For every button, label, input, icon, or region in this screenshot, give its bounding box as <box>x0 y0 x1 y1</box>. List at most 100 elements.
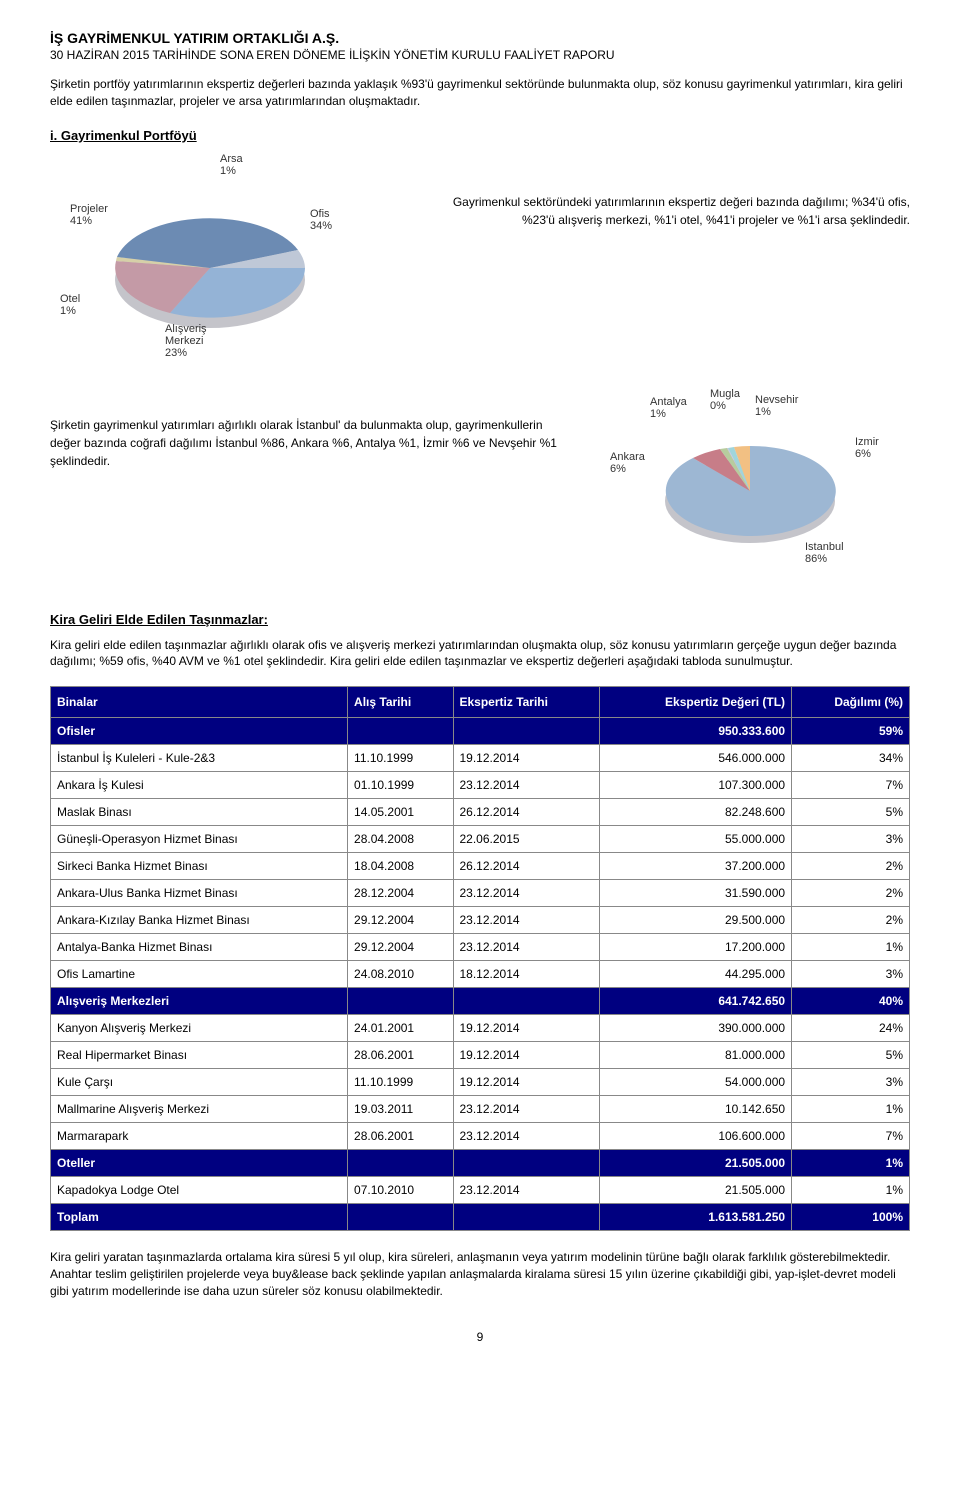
table-cell: 55.000.000 <box>600 826 792 853</box>
col-alis-tarihi: Alış Tarihi <box>348 687 453 718</box>
table-row: Ofis Lamartine24.08.201018.12.201444.295… <box>51 961 910 988</box>
table-cell: Sirkeci Banka Hizmet Binası <box>51 853 348 880</box>
table-cell: 106.600.000 <box>600 1123 792 1150</box>
table-cell: 107.300.000 <box>600 772 792 799</box>
col-ekspertiz-degeri: Ekspertiz Değeri (TL) <box>600 687 792 718</box>
table-cell: 22.06.2015 <box>453 826 600 853</box>
table-cell: 01.10.1999 <box>348 772 453 799</box>
table-cell: Ofis Lamartine <box>51 961 348 988</box>
table-cell: 21.505.000 <box>600 1177 792 1204</box>
table-row: Ankara-Kızılay Banka Hizmet Binası29.12.… <box>51 907 910 934</box>
table-row: Kapadokya Lodge Otel07.10.201023.12.2014… <box>51 1177 910 1204</box>
table-cell: 2% <box>792 907 910 934</box>
table-cell: 546.000.000 <box>600 745 792 772</box>
table-cell: 44.295.000 <box>600 961 792 988</box>
kira-text: Kira geliri elde edilen taşınmazlar ağır… <box>50 637 910 671</box>
col-dagilimi: Dağılımı (%) <box>792 687 910 718</box>
pie1-label-arsa: Arsa1% <box>220 153 243 177</box>
table-cell: 24.01.2001 <box>348 1015 453 1042</box>
table-cell: 81.000.000 <box>600 1042 792 1069</box>
footer-paragraph: Kira geliri yaratan taşınmazlarda ortala… <box>50 1249 910 1299</box>
table-cell: 34% <box>792 745 910 772</box>
table-cell: 23.12.2014 <box>453 1177 600 1204</box>
table-row: Sirkeci Banka Hizmet Binası18.04.200826.… <box>51 853 910 880</box>
table-row: Ofisler950.333.60059% <box>51 718 910 745</box>
table-cell: 29.500.000 <box>600 907 792 934</box>
pie2-label-ankara: Ankara6% <box>610 451 645 475</box>
table-cell: 82.248.600 <box>600 799 792 826</box>
table-cell: Mallmarine Alışveriş Merkezi <box>51 1096 348 1123</box>
table-cell: 100% <box>792 1204 910 1231</box>
table-cell: 19.03.2011 <box>348 1096 453 1123</box>
table-cell: 1% <box>792 1150 910 1177</box>
table-cell: Ofisler <box>51 718 348 745</box>
table-cell: 37.200.000 <box>600 853 792 880</box>
table-cell: 23.12.2014 <box>453 880 600 907</box>
table-cell <box>348 988 453 1015</box>
table-cell: Antalya-Banka Hizmet Binası <box>51 934 348 961</box>
table-cell: Toplam <box>51 1204 348 1231</box>
table-header-row: Binalar Alış Tarihi Ekspertiz Tarihi Eks… <box>51 687 910 718</box>
table-cell: 2% <box>792 880 910 907</box>
table-cell: 23.12.2014 <box>453 1123 600 1150</box>
table-cell: 3% <box>792 1069 910 1096</box>
table-cell: 28.04.2008 <box>348 826 453 853</box>
table-cell: 40% <box>792 988 910 1015</box>
pie1-label-projeler: Projeler41% <box>70 203 108 227</box>
table-cell <box>453 718 600 745</box>
table-cell: 11.10.1999 <box>348 745 453 772</box>
table-cell: 23.12.2014 <box>453 1096 600 1123</box>
table-cell: 23.12.2014 <box>453 907 600 934</box>
table-row: Mallmarine Alışveriş Merkezi19.03.201123… <box>51 1096 910 1123</box>
table-row: Real Hipermarket Binası28.06.200119.12.2… <box>51 1042 910 1069</box>
table-cell: 19.12.2014 <box>453 1015 600 1042</box>
table-cell: 390.000.000 <box>600 1015 792 1042</box>
table-cell: 31.590.000 <box>600 880 792 907</box>
table-cell: 1.613.581.250 <box>600 1204 792 1231</box>
table-row: Maslak Binası14.05.200126.12.201482.248.… <box>51 799 910 826</box>
table-row: Alışveriş Merkezleri641.742.65040% <box>51 988 910 1015</box>
table-cell: 24% <box>792 1015 910 1042</box>
table-cell: 24.08.2010 <box>348 961 453 988</box>
table-cell: 29.12.2004 <box>348 907 453 934</box>
table-cell: 17.200.000 <box>600 934 792 961</box>
pie1-label-ofis: Ofis34% <box>310 208 332 232</box>
table-row: İstanbul İş Kuleleri - Kule-2&311.10.199… <box>51 745 910 772</box>
table-cell: 28.06.2001 <box>348 1123 453 1150</box>
page-number: 9 <box>50 1330 910 1344</box>
chart-row-1: Arsa1% Projeler41% Ofis34% Otel1% Alışve… <box>50 153 910 366</box>
table-cell <box>348 718 453 745</box>
table-cell: Kanyon Alışveriş Merkezi <box>51 1015 348 1042</box>
table-cell: 21.505.000 <box>600 1150 792 1177</box>
kira-heading: Kira Geliri Elde Edilen Taşınmazlar: <box>50 612 910 627</box>
table-row: Toplam 1.613.581.250100% <box>51 1204 910 1231</box>
table-cell: 23.12.2014 <box>453 934 600 961</box>
table-cell: Kule Çarşı <box>51 1069 348 1096</box>
expertise-table: Binalar Alış Tarihi Ekspertiz Tarihi Eks… <box>50 686 910 1231</box>
table-cell: 7% <box>792 1123 910 1150</box>
table-cell: 18.12.2014 <box>453 961 600 988</box>
table-row: Kanyon Alışveriş Merkezi24.01.200119.12.… <box>51 1015 910 1042</box>
table-cell: Kapadokya Lodge Otel <box>51 1177 348 1204</box>
table-row: Ankara-Ulus Banka Hizmet Binası28.12.200… <box>51 880 910 907</box>
geographic-pie-chart: Mugla0% Antalya1% Nevsehir1% Ankara6% Iz… <box>580 386 910 584</box>
table-row: Marmarapark28.06.200123.12.2014106.600.0… <box>51 1123 910 1150</box>
pie2-label-antalya: Antalya1% <box>650 396 687 420</box>
pie2-label-istanbul: Istanbul86% <box>805 541 844 565</box>
table-cell: 23.12.2014 <box>453 772 600 799</box>
table-cell: 5% <box>792 799 910 826</box>
pie2-label-izmir: Izmir6% <box>855 436 879 460</box>
geographic-description: Şirketin gayrimenkul yatırımları ağırlık… <box>50 386 560 470</box>
table-row: Ankara İş Kulesi01.10.199923.12.2014107.… <box>51 772 910 799</box>
table-cell: 29.12.2004 <box>348 934 453 961</box>
table-cell: 18.04.2008 <box>348 853 453 880</box>
col-ekspertiz-tarihi: Ekspertiz Tarihi <box>453 687 600 718</box>
table-cell: 26.12.2014 <box>453 799 600 826</box>
portfolio-pie-chart: Arsa1% Projeler41% Ofis34% Otel1% Alışve… <box>50 153 400 366</box>
table-cell: Alışveriş Merkezleri <box>51 988 348 1015</box>
table-cell: 14.05.2001 <box>348 799 453 826</box>
table-cell: 10.142.650 <box>600 1096 792 1123</box>
table-cell: 1% <box>792 1096 910 1123</box>
table-cell: 28.06.2001 <box>348 1042 453 1069</box>
table-cell <box>348 1150 453 1177</box>
